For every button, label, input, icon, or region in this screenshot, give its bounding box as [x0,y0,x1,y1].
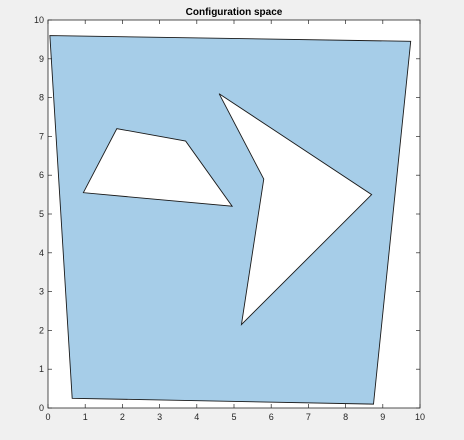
x-axis: 0 1 2 3 4 5 6 7 8 9 10 [45,20,425,422]
x-tick-label: 7 [306,412,311,422]
obstacle-polygon-2 [218,93,373,326]
x-tick-label: 4 [194,412,199,422]
x-tick-label: 9 [380,412,385,422]
y-axis: 0 1 2 3 4 5 6 7 8 9 10 [34,15,420,413]
x-tick-label: 2 [120,412,125,422]
y-tick-label: 4 [39,248,44,258]
y-tick-label: 9 [39,54,44,64]
y-tick-label: 0 [39,403,44,413]
x-tick-label: 0 [45,412,50,422]
y-tick-label: 6 [39,170,44,180]
x-tick-label: 6 [269,412,274,422]
y-tick-label: 5 [39,209,44,219]
y-tick-label: 10 [34,15,44,25]
x-tick-label: 1 [83,412,88,422]
free-space-polygon [49,35,412,405]
x-tick-label: 3 [157,412,162,422]
x-tick-label: 8 [343,412,348,422]
x-tick-label: 5 [231,412,236,422]
polygons-layer [49,35,412,405]
y-tick-label: 8 [39,93,44,103]
x-tick-label: 10 [415,412,425,422]
chart-title: Configuration space [186,7,283,18]
y-tick-label: 7 [39,131,44,141]
y-tick-label: 2 [39,325,44,335]
y-tick-label: 1 [39,364,44,374]
y-tick-label: 3 [39,287,44,297]
obstacle-polygon-1 [82,128,234,207]
